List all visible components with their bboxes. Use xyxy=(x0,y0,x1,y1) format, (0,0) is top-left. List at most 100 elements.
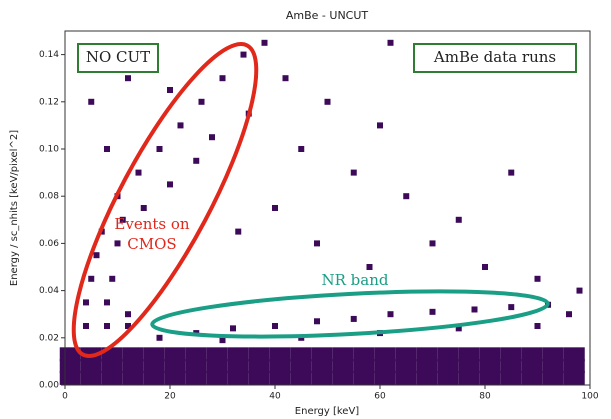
point xyxy=(437,359,459,374)
annotation-box xyxy=(77,43,159,73)
chart-title: AmBe - UNCUT xyxy=(286,9,369,22)
y-tick-label: 0.02 xyxy=(39,333,59,343)
annotation: AmBe data runs xyxy=(433,48,556,66)
point xyxy=(164,370,186,385)
point xyxy=(164,359,186,374)
point xyxy=(122,347,144,362)
point xyxy=(395,359,417,374)
point xyxy=(374,370,396,385)
point xyxy=(482,264,488,270)
point xyxy=(269,359,291,374)
point xyxy=(140,205,147,211)
point xyxy=(219,337,226,344)
point xyxy=(248,347,270,362)
point xyxy=(534,323,541,329)
point xyxy=(521,347,543,362)
point xyxy=(167,181,173,188)
point xyxy=(156,334,163,341)
point xyxy=(290,347,312,362)
point xyxy=(455,216,462,223)
point xyxy=(521,359,543,374)
point xyxy=(261,39,268,46)
point xyxy=(324,98,331,105)
point xyxy=(206,359,228,374)
point xyxy=(125,75,131,82)
point xyxy=(395,370,417,385)
point xyxy=(109,275,116,282)
annotation: NR band xyxy=(322,271,389,289)
point xyxy=(227,347,249,362)
point xyxy=(83,323,89,329)
point xyxy=(240,51,247,58)
point xyxy=(377,122,383,129)
point xyxy=(177,122,184,129)
point xyxy=(500,359,522,374)
point xyxy=(542,347,564,362)
point xyxy=(282,75,289,82)
cmos-ellipse xyxy=(71,42,259,358)
point xyxy=(374,359,396,374)
point xyxy=(230,325,236,332)
point xyxy=(350,315,357,322)
point xyxy=(125,323,131,329)
x-tick-label: 20 xyxy=(164,392,176,402)
point xyxy=(156,146,163,152)
x-axis-label: Energy [keV] xyxy=(295,406,360,417)
point xyxy=(235,228,242,235)
y-tick-label: 0.06 xyxy=(39,239,59,249)
annotation-box xyxy=(413,43,577,73)
point xyxy=(185,347,207,362)
point xyxy=(227,370,249,385)
point xyxy=(563,359,585,374)
point xyxy=(534,275,541,282)
point xyxy=(311,347,333,362)
point xyxy=(314,318,320,325)
point xyxy=(104,146,110,152)
point xyxy=(88,275,95,282)
y-tick-label: 0.00 xyxy=(39,381,59,391)
point xyxy=(104,299,110,306)
point xyxy=(198,98,205,105)
point xyxy=(353,359,375,374)
point xyxy=(366,264,373,270)
annotation: Events on xyxy=(114,215,189,233)
point xyxy=(209,134,215,141)
point xyxy=(143,347,165,362)
point xyxy=(272,205,278,211)
point xyxy=(269,370,291,385)
point xyxy=(374,347,396,362)
point xyxy=(114,240,121,247)
point xyxy=(576,287,583,294)
point xyxy=(206,370,228,385)
point xyxy=(563,347,585,362)
x-tick-label: 0 xyxy=(62,392,68,402)
point xyxy=(429,240,436,247)
point xyxy=(122,359,144,374)
point xyxy=(332,347,354,362)
point xyxy=(403,193,410,200)
point xyxy=(88,98,95,105)
annotation: NO CUT xyxy=(86,48,150,66)
annotation: CMOS xyxy=(127,235,176,253)
point xyxy=(119,216,126,223)
point xyxy=(508,304,515,311)
point xyxy=(458,359,480,374)
point xyxy=(479,370,501,385)
point xyxy=(143,370,165,385)
point xyxy=(479,347,501,362)
point xyxy=(248,370,270,385)
x-tick-label: 100 xyxy=(581,392,598,402)
point xyxy=(387,39,394,46)
point xyxy=(143,359,165,374)
point xyxy=(437,347,459,362)
y-tick-label: 0.14 xyxy=(39,50,59,60)
point xyxy=(471,306,478,313)
point xyxy=(125,311,131,318)
point xyxy=(542,370,564,385)
point xyxy=(311,359,333,374)
point xyxy=(314,240,320,247)
point xyxy=(227,359,249,374)
point xyxy=(353,370,375,385)
point xyxy=(83,299,89,306)
